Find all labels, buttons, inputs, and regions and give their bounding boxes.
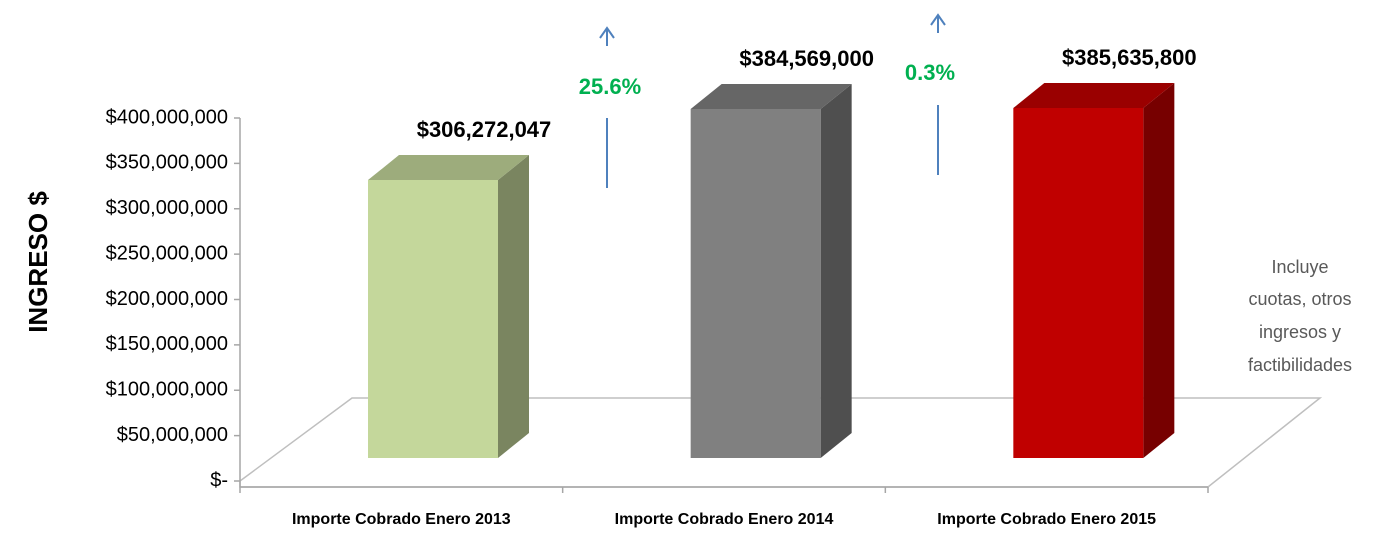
bar-face [1013, 83, 1175, 109]
x-tick-label: Importe Cobrado Enero 2015 [937, 511, 1156, 528]
y-tick-label: $50,000,000 [117, 424, 228, 446]
y-tick-label: $- [210, 469, 228, 491]
note: Incluye [1271, 257, 1328, 277]
bar [690, 84, 852, 458]
x-tick-label: Importe Cobrado Enero 2013 [292, 511, 511, 528]
y-tick-label: $350,000,000 [106, 152, 228, 174]
bar-face [368, 180, 498, 459]
annotation: 25.6% [579, 74, 641, 99]
x-tick-label: Importe Cobrado Enero 2014 [615, 511, 834, 528]
bar [1013, 83, 1175, 458]
y-axis-label: INGRESO $ [23, 191, 53, 333]
y-tick-label: $200,000,000 [106, 288, 228, 310]
y-tick-label: $150,000,000 [106, 333, 228, 355]
bar-face [1013, 108, 1144, 458]
y-tick-label: $300,000,000 [106, 197, 228, 219]
note: ingresos y [1259, 322, 1341, 342]
note: factibilidades [1248, 355, 1352, 375]
y-tick-label: $100,000,000 [106, 379, 228, 401]
value-label: $385,635,800 [1062, 45, 1197, 70]
value-label: $306,272,047 [417, 117, 552, 142]
bar-face [690, 109, 821, 458]
bar [368, 155, 529, 459]
annotation: 0.3% [905, 60, 955, 85]
bar-face [1143, 83, 1175, 458]
bar-face [820, 84, 852, 458]
bar-face [498, 155, 529, 459]
bar-face [368, 155, 529, 181]
y-tick-label: $250,000,000 [106, 242, 228, 264]
bar-face [690, 84, 852, 110]
y-tick-label: $400,000,000 [106, 106, 228, 128]
note: cuotas, otros [1248, 289, 1351, 309]
value-label: $384,569,000 [739, 46, 874, 71]
arrows [599, 13, 946, 188]
